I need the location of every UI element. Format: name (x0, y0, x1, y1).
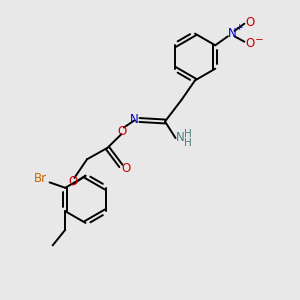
Text: −: − (254, 35, 263, 45)
Text: O: O (245, 16, 254, 29)
Text: Br: Br (34, 172, 47, 185)
Text: +: + (236, 23, 243, 32)
Text: O: O (118, 124, 127, 138)
Text: H: H (184, 138, 192, 148)
Text: H: H (184, 129, 192, 140)
Text: O: O (68, 175, 77, 188)
Text: O: O (122, 162, 131, 176)
Text: N: N (228, 27, 237, 40)
Text: N: N (176, 130, 185, 144)
Text: N: N (130, 113, 139, 126)
Text: O: O (245, 37, 254, 50)
